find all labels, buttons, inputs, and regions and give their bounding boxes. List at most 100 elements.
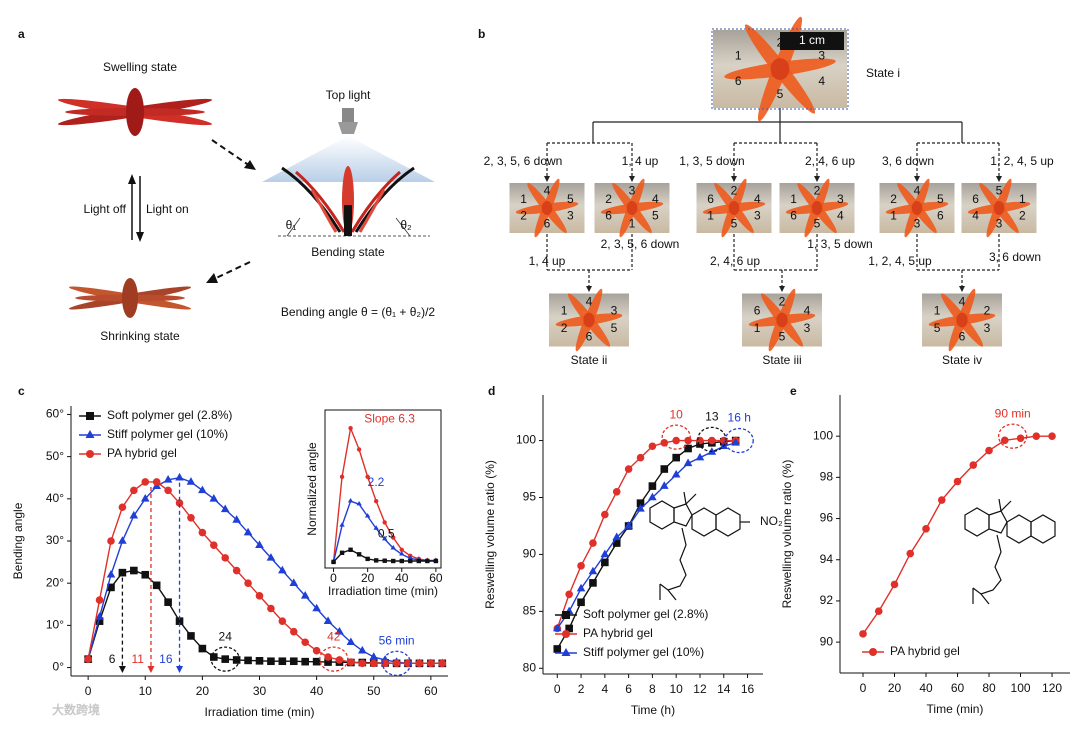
petal-number: 1 — [1019, 192, 1026, 206]
panel-a-text: Light off — [84, 202, 127, 216]
x-tick-label: 4 — [601, 682, 608, 696]
step-label: 1, 3, 5 down — [807, 237, 872, 251]
marker — [373, 525, 379, 530]
gel-center — [911, 201, 923, 215]
x-tick-label: 20 — [888, 681, 902, 695]
scale-bar-bg — [780, 32, 844, 50]
x-tick-label: 80 — [982, 681, 996, 695]
marker — [175, 472, 184, 481]
gel-center — [776, 312, 788, 328]
marker — [152, 581, 161, 590]
petal-number: 2 — [731, 184, 738, 198]
y-tick-label: 40° — [46, 491, 64, 505]
x-tick-label: 0 — [330, 571, 337, 585]
marker — [660, 465, 669, 473]
marker — [255, 540, 264, 549]
petal-number: 4 — [818, 74, 825, 88]
photo: 2 4 5 6 3 1 — [879, 178, 955, 238]
x-tick-label: 2 — [578, 682, 585, 696]
y-tick-label: 20° — [46, 575, 64, 589]
x-tick-label: 40 — [395, 571, 409, 585]
scale-bar-label: 1 cm — [799, 33, 825, 47]
marker — [671, 469, 681, 478]
petal-number: 3 — [611, 303, 618, 317]
panel-a-art — [57, 88, 435, 318]
y-tick-label: 95 — [523, 490, 537, 504]
petal-number: 6 — [937, 208, 944, 222]
marker — [95, 612, 104, 620]
marker — [84, 655, 92, 663]
marker — [347, 658, 355, 666]
molecule-d — [649, 491, 750, 601]
x-tick-label: 120 — [1042, 681, 1062, 695]
marker — [289, 578, 299, 586]
panel-label: e — [790, 384, 797, 398]
marker — [708, 436, 716, 445]
marker — [278, 565, 287, 574]
petal-number: 4 — [652, 192, 659, 206]
annotation: 16 — [159, 652, 173, 666]
marker — [130, 486, 138, 495]
petal-number: 6 — [735, 74, 742, 88]
marker — [922, 525, 930, 533]
x-tick-label: 6 — [625, 682, 632, 696]
y-tick-label: 100 — [813, 428, 833, 442]
annotation: 2.2 — [368, 475, 385, 489]
marker — [348, 426, 353, 431]
petal-number: 2 — [890, 192, 897, 206]
annotation: 16 h — [728, 411, 751, 425]
state-caption: State ii — [571, 353, 608, 367]
marker — [118, 536, 127, 544]
marker — [589, 579, 597, 587]
step-label: 2, 4, 6 up — [710, 254, 760, 268]
arrow-head — [996, 176, 1002, 182]
marker — [407, 555, 413, 560]
panel-a-text: Bending state — [311, 245, 385, 259]
marker — [85, 430, 95, 438]
marker — [672, 453, 680, 462]
marker — [301, 657, 309, 666]
arrow-head — [959, 286, 965, 292]
series-line — [556, 439, 736, 629]
annotation-circle — [381, 650, 412, 676]
panel-a-text: Shrinking state — [100, 329, 180, 343]
gel-center — [728, 201, 740, 215]
marker — [339, 550, 345, 556]
marker — [141, 478, 150, 486]
marker — [369, 652, 379, 660]
petal-number: 1 — [629, 217, 636, 231]
marker — [164, 598, 172, 606]
marker — [552, 623, 562, 632]
petal-number: 2 — [561, 321, 568, 335]
petal-number: 3 — [567, 208, 574, 222]
petal-number: 6 — [707, 192, 714, 206]
marker — [187, 632, 195, 640]
annotation: 11 — [132, 652, 145, 666]
step-label: 1, 4 up — [529, 254, 566, 268]
x-tick-label: 60 — [951, 681, 965, 695]
legend-label: Stiff polymer gel (10%) — [107, 427, 228, 441]
panel-label: c — [18, 384, 25, 398]
marker — [267, 604, 275, 613]
petal-number: 1 — [754, 321, 761, 335]
marker — [391, 558, 396, 564]
marker — [565, 624, 573, 633]
photo: 1 2 3 4 5 6 — [779, 178, 855, 238]
annotation-circle — [998, 423, 1028, 449]
marker — [175, 617, 184, 625]
y-tick-label: 60° — [46, 407, 64, 421]
state-caption: State i — [866, 66, 900, 80]
marker — [339, 474, 345, 480]
marker — [86, 412, 94, 420]
marker — [129, 510, 139, 519]
marker — [323, 616, 333, 624]
x-tick-label: 10 — [670, 682, 684, 696]
legend-label: Soft polymer gel (2.8%) — [107, 408, 232, 422]
photo: 1 4 3 5 6 2 — [549, 288, 629, 352]
marker — [346, 637, 356, 646]
marker — [198, 528, 207, 537]
petal-number: 3 — [914, 217, 921, 231]
petal-number: 4 — [544, 184, 551, 198]
marker — [695, 452, 705, 461]
petal-number: 4 — [837, 208, 844, 222]
